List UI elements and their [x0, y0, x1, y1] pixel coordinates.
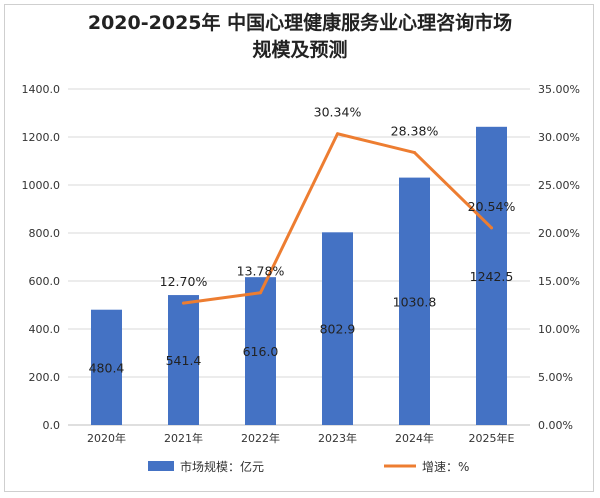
y-right-tick-label: 35.00%	[538, 83, 580, 96]
y-left-tick-label: 600.0	[29, 275, 61, 288]
bar-value-label: 480.4	[89, 360, 125, 375]
growth-value-label: 28.38%	[391, 124, 439, 139]
bar	[476, 126, 507, 426]
growth-point	[259, 291, 262, 295]
growth-value-label: 30.34%	[314, 105, 362, 120]
y-left-tick-label: 0.0	[43, 419, 61, 432]
legend-label-bar: 市场规模：亿元	[180, 459, 264, 474]
bar-value-label: 1030.8	[393, 294, 437, 309]
y-left-tick-label: 400.0	[29, 323, 61, 336]
growth-point	[413, 151, 416, 155]
x-tick-label: 2023年	[318, 431, 357, 445]
bar	[245, 277, 276, 425]
y-right-tick-label: 0.00%	[538, 419, 573, 432]
y-left-tick-label: 200.0	[29, 371, 61, 384]
bar	[322, 232, 353, 425]
chart-title-line2: 规模及预测	[252, 39, 348, 61]
bar-value-label: 802.9	[320, 322, 356, 337]
y-left-tick-label: 1400.0	[22, 83, 61, 96]
chart-frame	[4, 4, 594, 492]
x-tick-label: 2021年	[164, 431, 203, 445]
bar-value-label: 541.4	[166, 353, 202, 368]
x-tick-label: 2025年E	[469, 431, 515, 445]
y-left-tick-label: 1200.0	[22, 131, 61, 144]
growth-value-label: 12.70%	[160, 274, 208, 289]
bar	[399, 177, 430, 425]
y-right-tick-label: 20.00%	[538, 227, 580, 240]
x-tick-label: 2024年	[395, 431, 434, 445]
growth-point	[490, 226, 493, 230]
growth-point	[336, 132, 339, 136]
x-tick-label: 2020年	[87, 431, 126, 445]
y-right-tick-label: 10.00%	[538, 323, 580, 336]
y-right-tick-label: 5.00%	[538, 371, 573, 384]
growth-value-label: 13.78%	[237, 264, 285, 279]
y-right-tick-label: 25.00%	[538, 179, 580, 192]
growth-value-label: 20.54%	[468, 199, 516, 214]
y-left-tick-label: 1000.0	[22, 179, 61, 192]
bar	[168, 295, 199, 425]
chart-title-line1: 2020-2025年 中国心理健康服务业心理咨询市场	[87, 12, 513, 34]
x-tick-label: 2022年	[241, 431, 280, 445]
legend-label-line: 增速：%	[422, 460, 469, 474]
legend-swatch-bar	[148, 461, 174, 471]
y-right-tick-label: 30.00%	[538, 131, 580, 144]
growth-point	[182, 301, 185, 305]
y-left-tick-label: 800.0	[29, 227, 61, 240]
y-right-tick-label: 15.00%	[538, 275, 580, 288]
bar-value-label: 1242.5	[470, 269, 514, 284]
bar	[91, 309, 122, 425]
bar-value-label: 616.0	[243, 344, 279, 359]
